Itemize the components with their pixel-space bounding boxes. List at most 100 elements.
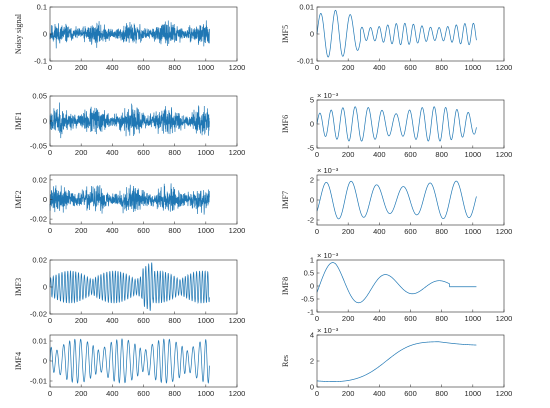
x-tick-label: 600 bbox=[137, 63, 150, 72]
x-tick-label: 1000 bbox=[464, 227, 481, 236]
y-tick-label: 2 bbox=[310, 176, 314, 185]
x-tick-label: 0 bbox=[315, 63, 319, 72]
y-tick-label: 0.02 bbox=[32, 176, 47, 185]
y-tick-label: 0 bbox=[43, 30, 47, 39]
x-tick-label: 1000 bbox=[197, 148, 214, 157]
x-tick-label: 400 bbox=[106, 148, 119, 157]
x-tick-label: 600 bbox=[137, 148, 150, 157]
x-tick-label: 600 bbox=[137, 389, 150, 398]
x-tick-label: 600 bbox=[404, 150, 417, 159]
x-tick-label: 200 bbox=[342, 227, 355, 236]
x-tick-label: 1000 bbox=[464, 150, 481, 159]
y-axis-label: IMF1 bbox=[14, 112, 23, 130]
axes-box bbox=[316, 6, 505, 62]
x-tick-label: 0 bbox=[315, 227, 319, 236]
y-tick-label: 0.05 bbox=[32, 92, 47, 101]
y-axis-label: IMF5 bbox=[281, 25, 290, 43]
y-tick-label: 4 bbox=[310, 331, 314, 340]
y-tick-label: 0 bbox=[310, 120, 314, 129]
x-tick-label: 800 bbox=[435, 227, 448, 236]
x-tick-label: 400 bbox=[373, 389, 386, 398]
x-tick-label: 200 bbox=[342, 389, 355, 398]
x-tick-label: 0 bbox=[315, 314, 319, 323]
x-tick-label: 200 bbox=[75, 389, 88, 398]
x-tick-label: 800 bbox=[435, 150, 448, 159]
y-axis-label: Noisy signal bbox=[14, 13, 23, 54]
x-tick-label: 400 bbox=[106, 63, 119, 72]
y-tick-label: 0.5 bbox=[304, 269, 314, 278]
y-axis-label: Res bbox=[281, 355, 290, 367]
x-tick-label: 600 bbox=[137, 226, 150, 235]
y-exponent-label: × 10⁻³ bbox=[317, 166, 339, 175]
x-tick-label: 0 bbox=[48, 389, 52, 398]
y-tick-label: 1 bbox=[310, 256, 314, 265]
y-tick-label: -0.02 bbox=[30, 310, 47, 319]
x-tick-label: 800 bbox=[435, 389, 448, 398]
x-tick-label: 400 bbox=[373, 150, 386, 159]
axes-box bbox=[316, 99, 505, 149]
y-tick-label: 0 bbox=[43, 117, 47, 126]
y-tick-label: 2 bbox=[310, 357, 314, 366]
x-tick-label: 800 bbox=[168, 63, 181, 72]
x-tick-label: 800 bbox=[168, 389, 181, 398]
x-tick-label: 1200 bbox=[496, 314, 513, 323]
y-tick-label: -0.5 bbox=[301, 295, 314, 304]
y-tick-label: 0.01 bbox=[299, 3, 314, 12]
y-tick-label: 0 bbox=[43, 283, 47, 292]
x-tick-label: 400 bbox=[106, 226, 119, 235]
x-tick-label: 1000 bbox=[464, 63, 481, 72]
y-tick-label: 0.1 bbox=[37, 3, 47, 12]
y-tick-label: 0 bbox=[310, 30, 314, 39]
x-tick-label: 0 bbox=[315, 150, 319, 159]
y-tick-label: 0.01 bbox=[32, 337, 47, 346]
series-line bbox=[49, 20, 210, 49]
y-axis-label: IMF6 bbox=[281, 115, 290, 133]
y-exponent-label: × 10⁻³ bbox=[317, 251, 339, 260]
series-line bbox=[316, 9, 477, 58]
x-tick-label: 800 bbox=[168, 226, 181, 235]
x-tick-label: 1200 bbox=[229, 148, 246, 157]
x-tick-label: 800 bbox=[435, 63, 448, 72]
axes-box bbox=[316, 334, 505, 388]
x-tick-label: 200 bbox=[342, 150, 355, 159]
subplot-10: 0 200 400 600 800 1000 1200 0 2 4× 10⁻³ Res bbox=[281, 326, 512, 398]
x-tick-label: 400 bbox=[373, 227, 386, 236]
series-line bbox=[49, 102, 210, 139]
y-tick-label: 0 bbox=[43, 195, 47, 204]
y-tick-label: -0.01 bbox=[30, 377, 47, 386]
x-tick-label: 0 bbox=[315, 389, 319, 398]
series-line bbox=[316, 262, 477, 304]
series-line bbox=[316, 341, 477, 382]
y-tick-label: 0.02 bbox=[32, 256, 47, 265]
x-tick-label: 1000 bbox=[197, 389, 214, 398]
x-tick-label: 600 bbox=[404, 389, 417, 398]
x-tick-label: 1200 bbox=[496, 63, 513, 72]
y-tick-label: 0 bbox=[310, 383, 314, 392]
axes-box bbox=[316, 259, 505, 313]
y-exponent-label: × 10⁻³ bbox=[317, 326, 339, 335]
y-tick-label: -0.1 bbox=[34, 57, 47, 66]
y-axis-label: IMF2 bbox=[14, 190, 23, 208]
y-tick-label: 0 bbox=[310, 196, 314, 205]
x-tick-label: 0 bbox=[48, 63, 52, 72]
y-tick-label: -1 bbox=[307, 308, 314, 317]
x-tick-label: 400 bbox=[373, 314, 386, 323]
x-tick-label: 1000 bbox=[197, 316, 214, 325]
y-tick-label: -0.02 bbox=[30, 215, 47, 224]
x-tick-label: 400 bbox=[373, 63, 386, 72]
x-tick-label: 200 bbox=[75, 148, 88, 157]
y-axis-label: IMF4 bbox=[14, 352, 23, 370]
x-tick-label: 400 bbox=[106, 389, 119, 398]
x-tick-label: 1200 bbox=[229, 389, 246, 398]
x-tick-label: 0 bbox=[48, 316, 52, 325]
y-tick-label: -0.05 bbox=[30, 142, 47, 151]
x-tick-label: 200 bbox=[342, 314, 355, 323]
x-tick-label: 0 bbox=[48, 148, 52, 157]
x-tick-label: 1200 bbox=[496, 150, 513, 159]
series-line bbox=[49, 338, 210, 384]
x-tick-label: 1000 bbox=[464, 389, 481, 398]
